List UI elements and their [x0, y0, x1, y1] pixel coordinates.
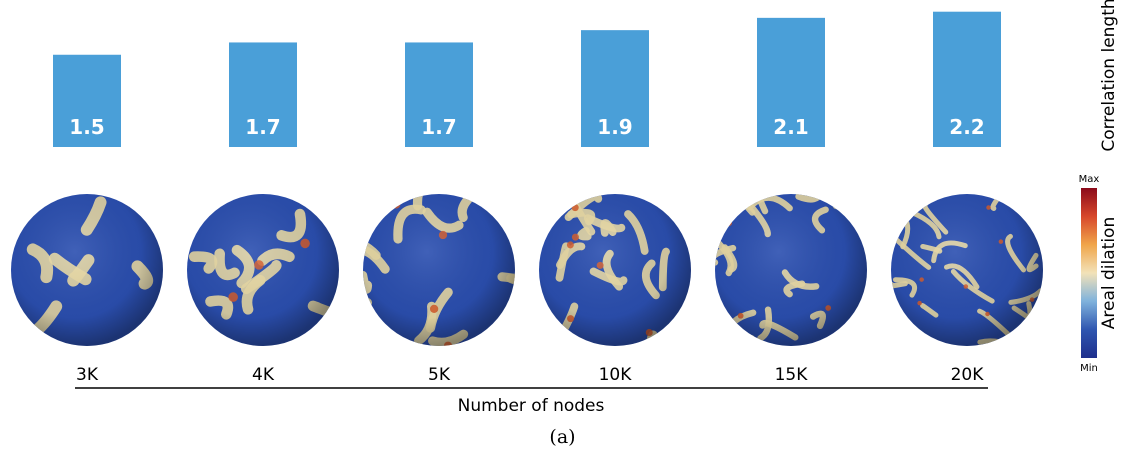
x-tick-4K: 4K [252, 365, 275, 385]
x-axis-label: Number of nodes [458, 396, 605, 416]
colorbar-max-label: Max [1079, 174, 1100, 185]
bar-value-label-10K: 1.9 [597, 115, 632, 139]
colorbar: Max Min Areal dilation [1079, 174, 1119, 374]
sphere-20K [891, 194, 1043, 346]
x-tick-15K: 15K [775, 365, 809, 385]
bar-5K [405, 42, 473, 148]
bar-15K [757, 17, 825, 147]
sphere-row [11, 194, 1043, 346]
bar-value-label-20K: 2.2 [949, 115, 984, 139]
figure-caption: (a) [549, 426, 576, 448]
sphere-10K [539, 194, 691, 346]
x-tick-10K: 10K [599, 365, 633, 385]
x-tick-5K: 5K [428, 365, 451, 385]
y-axis-label: Correlation length [1099, 0, 1119, 152]
sphere-3K [11, 194, 163, 346]
sphere-15K [715, 194, 867, 346]
bar-series: 1.5 1.7 1.7 1.9 2.1 2.2 [53, 11, 1001, 148]
x-tick-20K: 20K [951, 365, 985, 385]
bar-value-label-4K: 1.7 [245, 115, 280, 139]
bar-value-label-5K: 1.7 [421, 115, 456, 139]
colorbar-min-label: Min [1080, 363, 1098, 374]
bar-20K [933, 11, 1001, 148]
bar-10K [581, 30, 649, 147]
x-tick-3K: 3K [76, 365, 99, 385]
x-tick-labels: 3K 4K 5K 10K 15K 20K [76, 365, 984, 385]
bar-3K [53, 54, 121, 147]
colorbar-axis-label: Areal dilation [1099, 217, 1119, 329]
sphere-4K [187, 194, 339, 346]
bar-4K [229, 42, 297, 148]
bar-value-label-15K: 2.1 [773, 115, 808, 139]
sphere-5K [363, 194, 515, 346]
bar-value-label-3K: 1.5 [69, 115, 104, 139]
colorbar-gradient [1081, 188, 1097, 358]
